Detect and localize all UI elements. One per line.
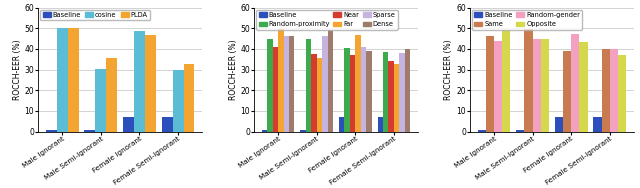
Bar (361, 47, 366, 132)
Bar (571, 34, 579, 132)
Bar (134, 31, 145, 132)
Bar (388, 61, 394, 132)
Legend: Baseline, Same, Random-gender, Opposite: Baseline, Same, Random-gender, Opposite (472, 10, 582, 30)
Bar (610, 49, 618, 132)
Bar (378, 117, 383, 132)
Legend: Baseline, Random-proximity, Near, Far, Sparse, Dense: Baseline, Random-proximity, Near, Far, S… (256, 10, 398, 30)
Bar (524, 29, 532, 132)
Bar (339, 117, 344, 132)
Bar (494, 41, 502, 132)
Bar (68, 28, 79, 132)
Bar (563, 51, 571, 132)
Bar (405, 49, 410, 132)
Bar (284, 36, 289, 132)
Bar (267, 39, 273, 132)
Bar (300, 130, 306, 132)
Bar (322, 36, 328, 132)
Bar (555, 117, 563, 132)
Bar (541, 39, 549, 132)
Bar (184, 64, 195, 132)
Bar (618, 55, 626, 132)
Bar (273, 47, 278, 132)
Bar (311, 54, 317, 132)
Bar (344, 48, 350, 132)
Bar (502, 30, 510, 132)
Bar (366, 51, 372, 132)
Legend: Baseline, cosine, PLDA: Baseline, cosine, PLDA (40, 10, 150, 20)
Bar (317, 58, 322, 132)
Bar (57, 28, 68, 132)
Bar (486, 36, 494, 132)
Bar (383, 52, 388, 132)
Bar (145, 36, 156, 132)
Bar (516, 130, 524, 132)
Bar (350, 55, 355, 132)
Y-axis label: ROCCH-EER (%): ROCCH-EER (%) (13, 39, 22, 100)
Bar (262, 130, 267, 132)
Y-axis label: ROCCH-EER (%): ROCCH-EER (%) (444, 39, 453, 100)
Bar (306, 39, 311, 132)
Bar (579, 42, 588, 132)
Bar (328, 30, 333, 132)
Bar (355, 36, 361, 132)
Bar (173, 70, 184, 132)
Bar (84, 130, 95, 132)
Bar (106, 58, 117, 132)
Bar (95, 69, 106, 132)
Bar (394, 64, 399, 132)
Bar (123, 117, 134, 132)
Bar (532, 39, 541, 132)
Bar (289, 36, 294, 132)
Y-axis label: ROCCH-EER (%): ROCCH-EER (%) (228, 39, 237, 100)
Bar (162, 117, 173, 132)
Bar (593, 117, 602, 132)
Bar (477, 130, 486, 132)
Bar (46, 130, 57, 132)
Bar (278, 28, 284, 132)
Bar (399, 53, 405, 132)
Bar (602, 49, 610, 132)
